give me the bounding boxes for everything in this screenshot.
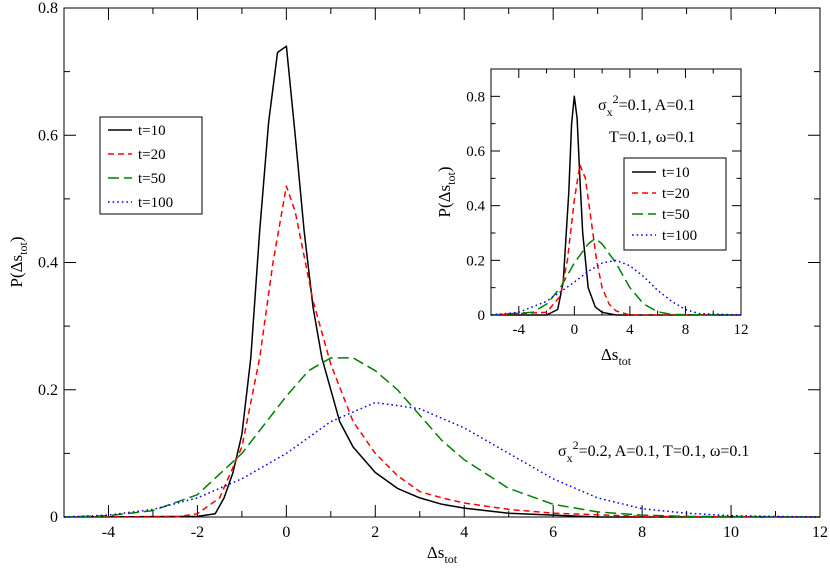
x-tick-label: 12 — [812, 524, 828, 541]
legend-label: t=10 — [138, 123, 166, 139]
x-tick-label: 8 — [682, 322, 690, 338]
x-tick-label: -4 — [102, 524, 115, 541]
main-legend-box — [99, 116, 203, 215]
legend-label: t=100 — [138, 195, 173, 211]
legend-label: t=10 — [662, 165, 690, 181]
inset-annotation-line1: σx2=0.1, A=0.1 — [598, 92, 695, 119]
y-tick-label: 0.6 — [466, 144, 485, 160]
series-line-t-10 — [491, 95, 741, 316]
main-legend-items: t=10 t=20 t=50 t=100 — [108, 123, 173, 211]
y-tick-label: 0 — [478, 308, 486, 324]
inset-plot: -4 0 4 8 12 0 0.2 0.4 0.6 0.8 Δstot P(Δstot) σx2=… — [435, 62, 807, 372]
inset-legend: t=10 t=20 t=50 t=100 — [623, 157, 727, 251]
y-tick-label: 0.4 — [466, 199, 485, 215]
y-tick-label: 0.4 — [38, 255, 58, 272]
x-tick-label: 2 — [371, 524, 379, 541]
legend-label: t=100 — [662, 228, 697, 244]
main-x-axis-title: Δstot — [427, 543, 458, 566]
inset-x-axis-title: Δstot — [601, 345, 632, 368]
x-tick-label: -4 — [513, 322, 526, 338]
legend-label: t=50 — [138, 171, 166, 187]
x-tick-label: 10 — [723, 524, 739, 541]
legend-label: t=20 — [138, 147, 166, 163]
y-tick-label: 0.6 — [38, 127, 58, 144]
y-tick-label: 0 — [50, 509, 58, 526]
x-tick-label: 0 — [571, 322, 579, 338]
x-tick-label: -2 — [191, 524, 204, 541]
inset-annotation-line2: T=0.1, ω=0.1 — [609, 129, 695, 146]
series-line-t-50 — [490, 237, 742, 316]
y-tick-label: 0.8 — [466, 89, 485, 105]
main-y-axis-title: P(Δstot) — [7, 236, 30, 287]
main-series-lines — [63, 45, 821, 518]
main-ticks: -4 -2 0 2 4 6 8 10 12 0 0.2 0.4 0.6 0.8 — [38, 0, 828, 541]
inset-legend-box — [623, 157, 727, 251]
x-tick-label: 0 — [282, 524, 290, 541]
y-tick-label: 0.2 — [38, 382, 58, 399]
x-tick-label: 4 — [460, 524, 468, 541]
legend-label: t=20 — [662, 186, 690, 202]
series-line-t-50 — [63, 357, 821, 518]
inset-legend-items: t=10 t=20 t=50 t=100 — [632, 165, 697, 244]
inset-y-axis-title: P(Δstot) — [435, 166, 458, 217]
series-line-t-20 — [490, 163, 741, 316]
main-annotation: σx2=0.2, A=0.1, T=0.1, ω=0.1 — [558, 438, 749, 465]
legend-label: t=50 — [662, 207, 690, 223]
x-tick-label: 4 — [626, 322, 634, 338]
inset-series-lines — [490, 95, 742, 316]
x-tick-label: 12 — [734, 322, 749, 338]
main-plot: -4 -2 0 2 4 6 8 10 12 0 0.2 0.4 0.6 0.8 Δstot P(Δstot… — [7, 0, 828, 566]
inset-background — [437, 62, 807, 372]
x-tick-label: 6 — [549, 524, 557, 541]
inset-ticks: -4 0 4 8 12 0 0.2 0.4 0.6 0.8 — [466, 68, 749, 338]
main-legend: t=10 t=20 t=50 t=100 — [99, 116, 203, 215]
y-tick-label: 0.2 — [466, 253, 485, 269]
y-tick-label: 0.8 — [38, 0, 58, 17]
x-tick-label: 8 — [638, 524, 646, 541]
series-line-t-20 — [64, 185, 821, 518]
